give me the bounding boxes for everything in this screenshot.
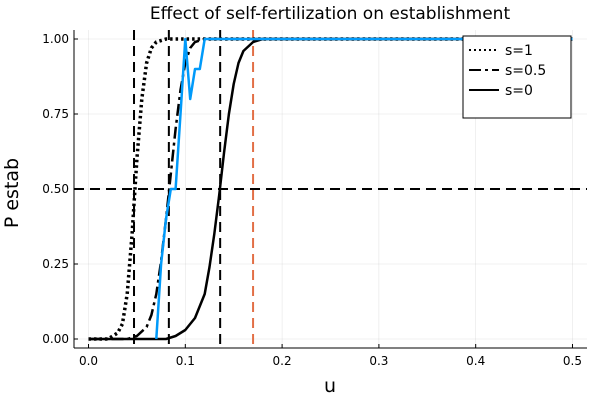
legend: s=1 s=0.5 s=0 xyxy=(462,35,572,119)
chart-title: Effect of self-fertilization on establis… xyxy=(150,4,511,24)
axes-frame xyxy=(73,30,587,349)
x-axis-title: u xyxy=(324,375,336,397)
legend-label: s=0 xyxy=(505,83,533,99)
y-tick-label: 0.00 xyxy=(42,332,69,346)
y-tick-label: 0.75 xyxy=(42,107,69,121)
x-tick-label: 0.0 xyxy=(79,354,98,368)
y-tick-label: 0.50 xyxy=(42,182,69,196)
reference-lines xyxy=(74,30,587,348)
x-tick-label: 0.2 xyxy=(273,354,292,368)
tick-labels: 0.0 0.1 0.2 0.3 0.4 0.5 0.00 0.25 0.50 0.75 1.00 xyxy=(42,32,582,368)
series-lines xyxy=(88,37,573,341)
y-axis-title: P estab xyxy=(1,158,23,228)
x-tick-label: 0.1 xyxy=(176,354,195,368)
legend-label: s=0.5 xyxy=(505,63,546,79)
x-tick-label: 0.3 xyxy=(369,354,388,368)
series-blue-line xyxy=(155,37,573,340)
x-tick-label: 0.5 xyxy=(563,354,582,368)
y-tick-label: 0.25 xyxy=(42,257,69,271)
legend-label: s=1 xyxy=(505,43,533,59)
series-s-1-line xyxy=(88,37,573,341)
y-tick-label: 1.00 xyxy=(42,32,69,46)
x-tick-label: 0.4 xyxy=(466,354,485,368)
